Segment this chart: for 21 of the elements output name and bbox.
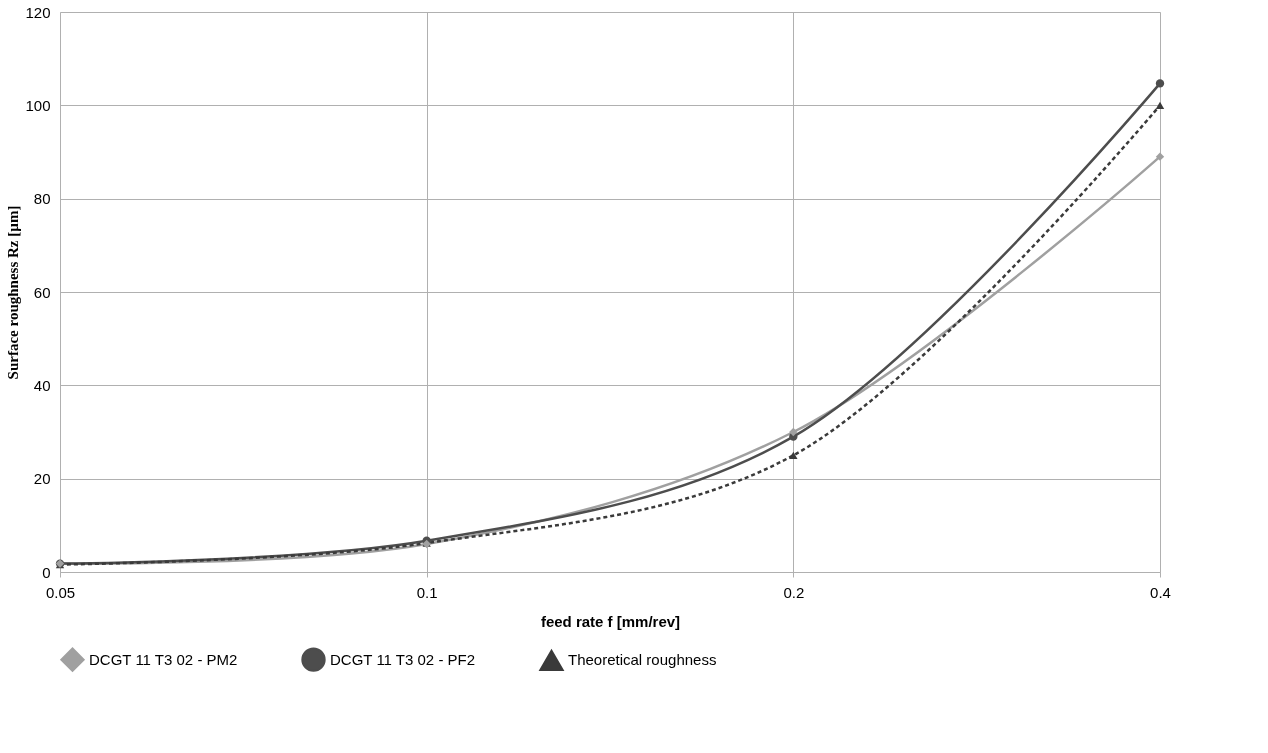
legend-label: DCGT 11 T3 02 - PM2 [89,650,238,668]
x-axis-title: feed rate f [mm/rev] [540,612,681,630]
y-tick-label: 40 [33,376,51,394]
y-tick-label: 120 [25,3,51,21]
y-tick-label: 20 [33,470,51,488]
y-tick-label: 0 [42,563,51,581]
y-tick-label: 80 [33,190,51,208]
y-tick-label: 60 [33,283,51,301]
point [1155,152,1165,161]
x-tick-label: 0.2 [783,583,805,601]
x-tick-label: 0.1 [416,583,438,601]
x-tick-label: 0.05 [45,583,76,601]
y-axis-title: Surface roughness Rz [µm] [5,205,22,380]
legend-label: Theoretical roughness [568,651,717,669]
x-tick-label: 0.4 [1150,583,1171,601]
point [789,427,798,437]
point [1155,101,1165,109]
point [1155,79,1165,88]
y-tick-label: 100 [25,96,51,114]
legend-label: DCGT 11 T3 02 - PF2 [330,650,476,668]
point [789,451,798,459]
